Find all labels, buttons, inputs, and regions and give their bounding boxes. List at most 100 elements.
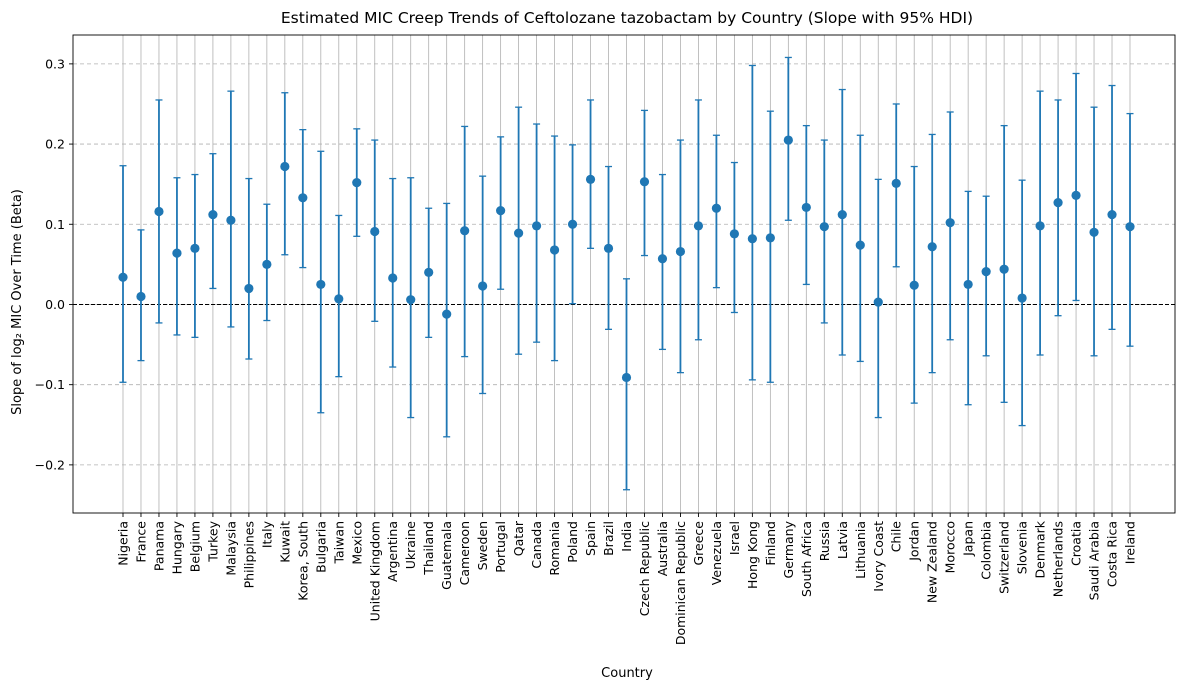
x-tick-label: Greece: [691, 521, 706, 566]
plot-frame: [72, 34, 1176, 514]
data-point: [1125, 222, 1135, 232]
data-point: [729, 229, 739, 239]
x-tick-label: Israel: [727, 521, 742, 555]
x-tick-label: Sweden: [475, 521, 490, 570]
data-point: [172, 248, 182, 258]
x-tick-label: Canada: [529, 521, 544, 569]
data-point: [981, 266, 991, 277]
x-tick-label: South Africa: [799, 521, 814, 597]
x-tick-label: Romania: [547, 521, 562, 576]
x-tick-label: Belgium: [187, 521, 202, 572]
data-point: [675, 246, 686, 257]
data-point: [801, 202, 811, 213]
x-tick-label: Argentina: [385, 521, 400, 582]
x-tick-label: Italy: [259, 520, 274, 548]
x-tick-label: Thailand: [421, 521, 436, 576]
x-tick-label: Finland: [763, 521, 778, 566]
x-tick-label: Morocco: [943, 521, 958, 573]
data-point: [388, 273, 398, 283]
data-point: [603, 243, 614, 253]
data-point: [460, 226, 470, 236]
data-point: [999, 264, 1009, 274]
data-point: [945, 218, 955, 228]
x-tick-label: Chile: [889, 521, 904, 553]
data-point: [909, 280, 919, 290]
data-point: [352, 177, 362, 188]
chart-title: Estimated MIC Creep Trends of Ceftolozan…: [281, 9, 973, 27]
x-tick-label: Russia: [817, 521, 832, 561]
data-point: [855, 240, 865, 250]
data-point: [424, 267, 434, 277]
data-point: [1089, 227, 1099, 237]
y-tick-label: 0.0: [45, 297, 65, 312]
x-axis-label: Country: [601, 666, 653, 681]
x-tick-label: Ukraine: [403, 521, 418, 570]
data-point: [873, 297, 883, 307]
x-tick-label: Portugal: [493, 521, 508, 573]
data-point: [316, 279, 326, 290]
x-tick-label: Kuwait: [277, 521, 292, 563]
data-point: [1035, 221, 1045, 231]
data-point: [693, 221, 704, 231]
x-tick-label: Hungary: [169, 520, 184, 574]
x-tick-label: Germany: [781, 520, 796, 578]
data-point: [927, 242, 937, 252]
x-tick-label: Jordan: [907, 521, 922, 562]
x-tick-label: Qatar: [511, 520, 526, 556]
data-point: [711, 203, 722, 213]
x-tick-label: Croatia: [1069, 521, 1084, 566]
x-tick-label: Denmark: [1033, 520, 1048, 578]
data-point: [280, 161, 290, 172]
data-point: [1071, 190, 1081, 201]
data-point: [118, 272, 128, 282]
y-tick-label: 0.1: [45, 217, 65, 232]
x-tick-layer: Nigeria France Panama Hungary Belgium Turkey M…: [116, 513, 1138, 645]
data-point: [1017, 293, 1027, 303]
data-point: [136, 291, 146, 302]
x-tick-label: Turkey: [205, 520, 220, 562]
data-point: [262, 259, 272, 269]
x-tick-label: Saudi Arabia: [1087, 521, 1102, 600]
data-point: [639, 177, 650, 187]
x-tick-label: Poland: [565, 521, 580, 563]
data-point: [891, 178, 901, 188]
x-tick-label: Panama: [151, 521, 166, 571]
x-tick-label: Dominican Republic: [673, 521, 688, 645]
x-tick-label: Bulgaria: [313, 521, 328, 573]
data-point: [496, 206, 506, 216]
x-tick-label: India: [619, 521, 634, 552]
x-tick-label: Guatemala: [439, 521, 454, 590]
data-point: [154, 206, 164, 217]
y-axis-label: Slope of log₂ MIC Over Time (Beta): [10, 189, 25, 415]
data-point: [514, 228, 524, 238]
data-point: [657, 254, 668, 264]
x-tick-label: Ireland: [1123, 521, 1138, 564]
point-layer: [118, 135, 1135, 383]
data-point: [585, 174, 596, 184]
data-point: [819, 222, 829, 232]
y-tick-label: −0.2: [35, 457, 65, 472]
x-tick-label: Ivory Coast: [871, 521, 886, 592]
x-tick-label: Taiwan: [331, 521, 346, 565]
y-tick-label: 0.3: [45, 56, 65, 71]
x-tick-label: Mexico: [349, 521, 364, 565]
data-point: [226, 215, 236, 225]
x-tick-label: Costa Rica: [1105, 521, 1120, 587]
data-point: [621, 372, 632, 383]
y-tick-layer: −0.2 −0.1 0.0 0.1 0.2 0.3: [35, 56, 73, 472]
x-tick-label: Hong Kong: [745, 521, 760, 589]
data-point: [442, 309, 452, 319]
y-tick-label: 0.2: [45, 137, 65, 152]
data-point: [783, 135, 793, 145]
data-point: [765, 233, 775, 243]
x-tick-label: Netherlands: [1051, 521, 1066, 597]
x-tick-label: Latvia: [835, 521, 850, 559]
y-tick-label: −0.1: [35, 377, 65, 392]
data-point: [208, 210, 218, 220]
x-tick-label: Czech Republic: [637, 521, 652, 616]
x-tick-label: Malaysia: [223, 521, 238, 576]
data-point: [190, 243, 200, 253]
data-point: [298, 193, 308, 203]
data-point: [1053, 198, 1063, 208]
